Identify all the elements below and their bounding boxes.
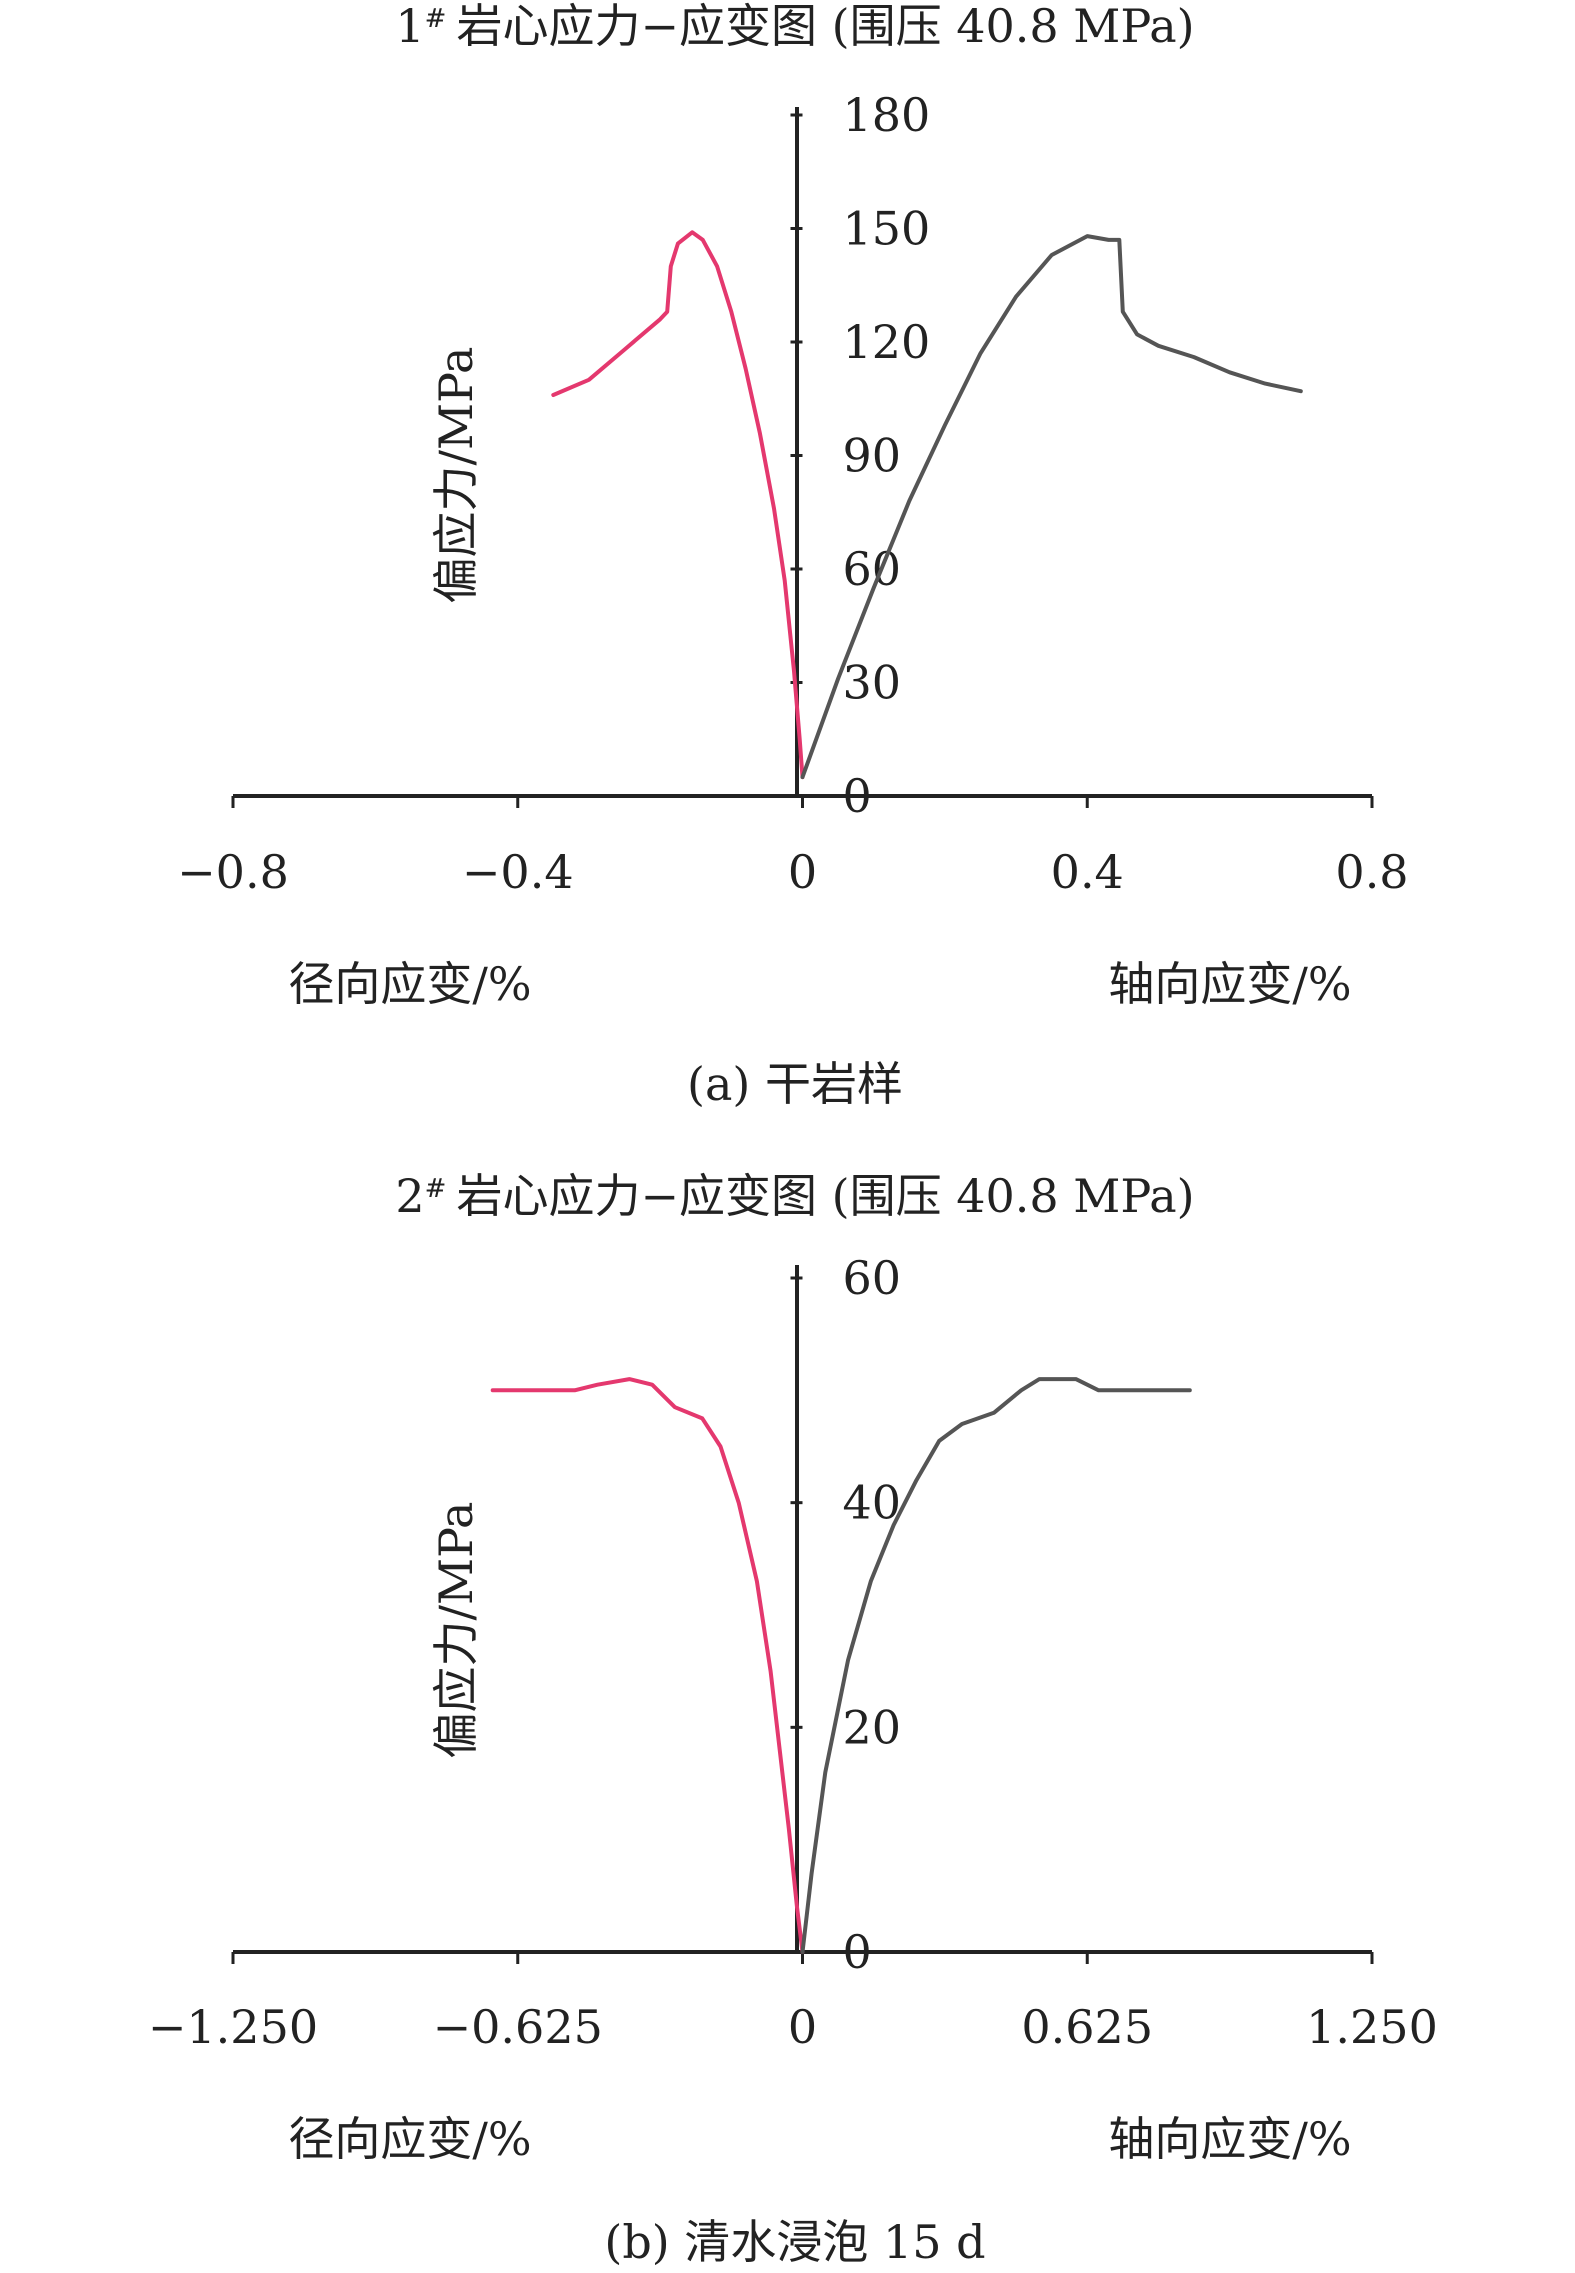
y-tick-label: 120 (843, 315, 931, 369)
series-line-axial (800, 1377, 1192, 1954)
y-tick-label: 40 (843, 1476, 902, 1530)
x-tick-label: −1.250 (148, 2000, 318, 2054)
x-tick-label: −0.4 (462, 845, 574, 899)
chart-a-ylabel: 偏应力/MPa (429, 347, 483, 604)
chart-a-caption: (a) 干岩样 (687, 1057, 903, 1111)
chart-b-ylabel: 偏应力/MPa (429, 1502, 483, 1759)
y-tick-label: 150 (843, 202, 931, 256)
y-tick-label: 60 (843, 1251, 902, 1305)
chart-a-series (551, 230, 1303, 780)
y-tick-label: 0 (843, 1925, 872, 1979)
series-line-radial (551, 230, 805, 780)
y-tick-label: 0 (843, 769, 872, 823)
y-tick-label: 90 (843, 429, 902, 483)
x-tick-label: 0.8 (1335, 845, 1408, 899)
x-tick-label: −0.625 (433, 2000, 603, 2054)
chart-b-y-ticks: 0 20 40 60 (790, 1251, 902, 1979)
x-tick-label: 0 (788, 845, 817, 899)
chart-b-x-ticks: −1.250 −0.625 0 0.625 1.250 (148, 1952, 1438, 2054)
x-tick-label: 0.625 (1021, 2000, 1153, 2054)
x-tick-label: 1.250 (1306, 2000, 1438, 2054)
chart-b-xlabel-left: 径向应变/% (288, 2112, 531, 2166)
chart-a-y-ticks: 0 30 60 90 120 150 180 (790, 88, 931, 823)
chart-b-xlabel-right: 轴向应变/% (1108, 2112, 1351, 2166)
chart-b-title: 2# 岩心应力−应变图 (围压 40.8 MPa) (395, 1169, 1194, 1223)
chart-a-xlabel-right: 轴向应变/% (1108, 957, 1351, 1011)
y-tick-label: 20 (843, 1700, 902, 1754)
x-tick-label: 0 (788, 2000, 817, 2054)
y-tick-label: 30 (843, 656, 902, 710)
x-tick-label: 0.4 (1051, 845, 1124, 899)
y-tick-label: 180 (843, 88, 931, 142)
x-tick-label: −0.8 (177, 845, 289, 899)
y-tick-label: 60 (843, 542, 902, 596)
chart-a-x-ticks: −0.8 −0.4 0 0.4 0.8 (177, 796, 1409, 899)
chart-b-series (490, 1377, 1192, 1954)
chart-a-title: 1# 岩心应力−应变图 (围压 40.8 MPa) (395, 0, 1194, 53)
chart-a-xlabel-left: 径向应变/% (288, 957, 531, 1011)
chart-a: 1# 岩心应力−应变图 (围压 40.8 MPa) 0 30 60 90 120 150 18… (177, 0, 1408, 1111)
series-line-axial (800, 234, 1303, 780)
series-line-radial (490, 1377, 805, 1954)
chart-b-caption: (b) 清水浸泡 15 d (604, 2215, 985, 2269)
